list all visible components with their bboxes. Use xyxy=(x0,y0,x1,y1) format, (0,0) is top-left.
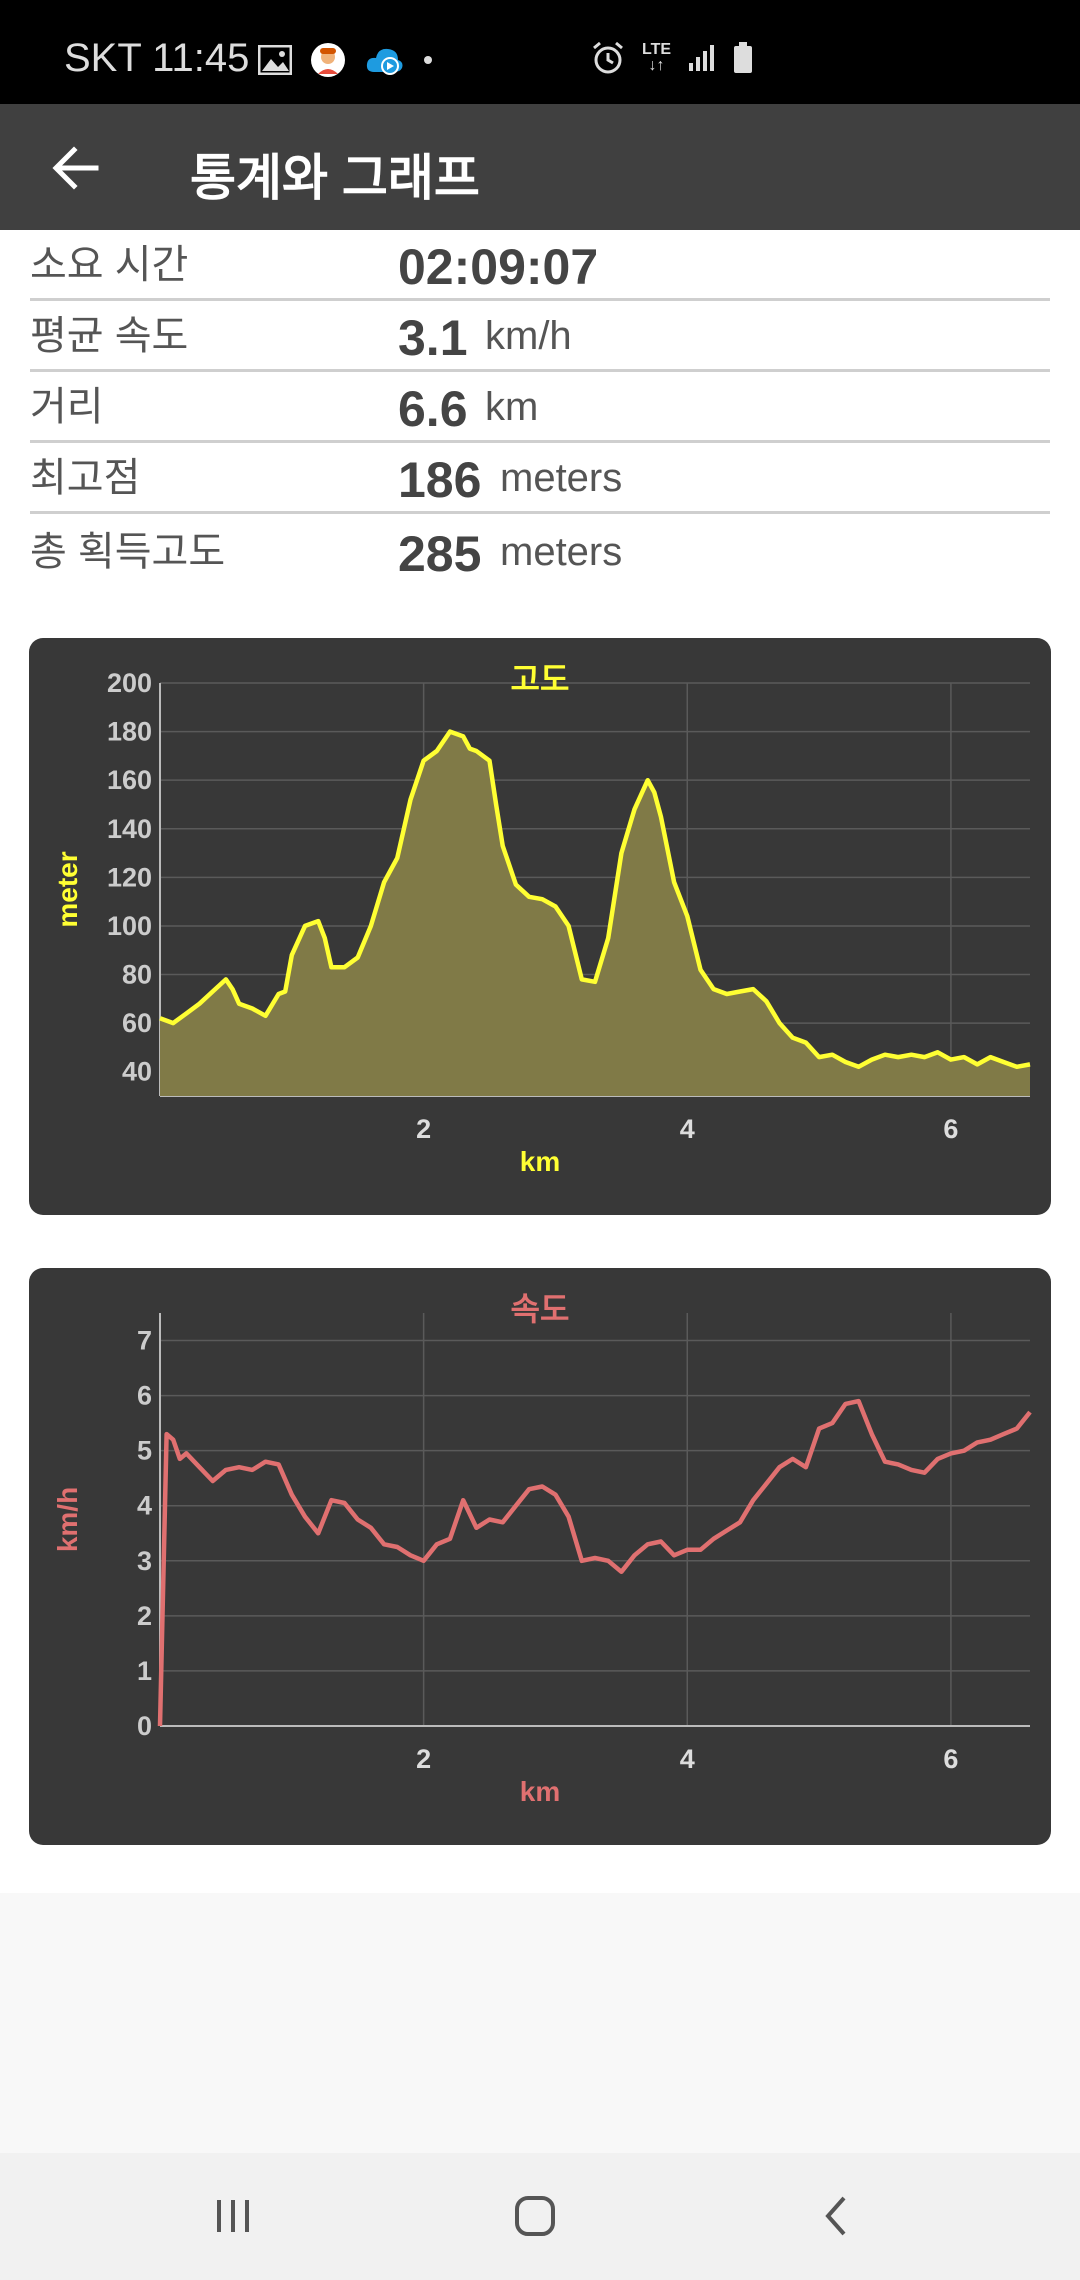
stat-label: 총 획득고도 xyxy=(30,530,226,574)
stat-label: 최고점 xyxy=(30,456,141,500)
x-tick-label: 4 xyxy=(680,1744,695,1774)
stat-value: 186 xyxy=(398,452,482,508)
lte-icon: LTE ↓↑ xyxy=(642,42,671,74)
nav-bar xyxy=(0,2153,1080,2280)
y-axis-label: km/h xyxy=(52,1487,83,1552)
arrow-left-icon xyxy=(52,146,99,190)
x-axis-label: km xyxy=(520,1776,560,1807)
stat-row-total-gain: 총 획득고도 285 meters xyxy=(30,514,1050,585)
stat-value: 3.1 xyxy=(398,310,468,366)
y-tick-label: 60 xyxy=(122,1008,152,1038)
x-tick-label: 4 xyxy=(680,1114,695,1144)
speed-chart: 0 1 2 3 4 5 6 7 2 4 6 속도 km km/h xyxy=(52,1290,1032,1807)
y-tick-label: 1 xyxy=(137,1656,152,1686)
data-arrows-icon: ↓↑ xyxy=(648,57,665,74)
y-tick-label: 100 xyxy=(107,911,152,941)
x-axis-label: km xyxy=(520,1146,560,1177)
chart-title: 속도 xyxy=(511,1290,570,1328)
y-tick-label: 5 xyxy=(137,1436,152,1466)
stat-unit: km xyxy=(485,385,539,429)
status-time: SKT 11:45 xyxy=(64,36,250,80)
y-tick-label: 200 xyxy=(107,668,152,698)
alarm-icon xyxy=(593,41,623,74)
y-tick-label: 180 xyxy=(107,717,152,747)
y-tick-label: 120 xyxy=(107,862,152,892)
x-tick-label: 6 xyxy=(943,1744,958,1774)
recent-apps-icon xyxy=(217,2200,249,2232)
x-tick-label: 2 xyxy=(416,1114,431,1144)
y-tick-label: 6 xyxy=(137,1381,152,1411)
stat-row-distance: 거리 6.6 km xyxy=(30,372,1050,443)
lte-label: LTE xyxy=(642,41,672,58)
cloud-play-icon xyxy=(366,48,403,75)
recent-apps-button[interactable] xyxy=(193,2181,273,2251)
y-tick-label: 3 xyxy=(137,1546,152,1576)
back-button[interactable] xyxy=(36,128,116,208)
avatar-icon xyxy=(311,43,345,77)
battery-icon xyxy=(734,42,753,73)
altitude-chart-card: 40 60 80 100 120 140 160 180 200 2 4 6 고도 km meter xyxy=(29,638,1051,1215)
y-tick-label: 80 xyxy=(122,960,152,990)
stat-unit: km/h xyxy=(485,314,572,358)
stat-row-max-altitude: 최고점 186 meters xyxy=(30,443,1050,514)
y-tick-label: 0 xyxy=(137,1711,152,1741)
dot-icon xyxy=(424,56,432,64)
x-tick-label: 6 xyxy=(943,1114,958,1144)
y-tick-label: 40 xyxy=(122,1057,152,1087)
y-tick-label: 160 xyxy=(107,765,152,795)
chart-title: 고도 xyxy=(511,660,570,698)
altitude-chart: 40 60 80 100 120 140 160 180 200 2 4 6 고도 km meter xyxy=(52,660,1031,1177)
stat-row-duration: 소요 시간 02:09:07 xyxy=(30,230,1050,301)
home-button[interactable] xyxy=(495,2181,575,2251)
stat-unit: meters xyxy=(500,456,623,500)
stat-value: 02:09:07 xyxy=(398,239,599,295)
system-back-button[interactable] xyxy=(797,2181,877,2251)
image-icon xyxy=(258,45,292,75)
y-tick-label: 140 xyxy=(107,814,152,844)
stat-value: 6.6 xyxy=(398,381,468,437)
stat-label: 거리 xyxy=(30,385,104,429)
app-bar: 통계와 그래프 xyxy=(0,104,1080,230)
stat-label: 평균 속도 xyxy=(30,314,189,358)
page-title: 통계와 그래프 xyxy=(190,150,480,206)
series-line xyxy=(157,1398,1032,1727)
stat-label: 소요 시간 xyxy=(30,243,189,287)
speed-chart-card: 0 1 2 3 4 5 6 7 2 4 6 속도 km km/h xyxy=(29,1268,1051,1845)
status-bar: SKT 11:45 LTE ↓↑ xyxy=(0,0,1080,104)
series-area xyxy=(160,731,1030,1096)
y-tick-label: 4 xyxy=(137,1491,152,1521)
stat-row-avg-speed: 평균 속도 3.1 km/h xyxy=(30,301,1050,372)
series-line xyxy=(159,729,1031,1070)
grid-lines xyxy=(160,1313,1030,1727)
bottom-space xyxy=(0,1893,1080,2153)
y-tick-label: 7 xyxy=(137,1326,152,1356)
stats-content: 소요 시간 02:09:07 평균 속도 3.1 km/h 거리 6.6 km … xyxy=(0,230,1080,1893)
y-axis-label: meter xyxy=(52,851,83,927)
stat-value: 285 xyxy=(398,526,482,582)
home-icon xyxy=(515,2196,555,2236)
signal-icon xyxy=(689,45,715,71)
y-tick-label: 2 xyxy=(137,1601,152,1631)
x-tick-label: 2 xyxy=(416,1744,431,1774)
back-icon xyxy=(825,2196,846,2236)
stat-unit: meters xyxy=(500,530,623,574)
